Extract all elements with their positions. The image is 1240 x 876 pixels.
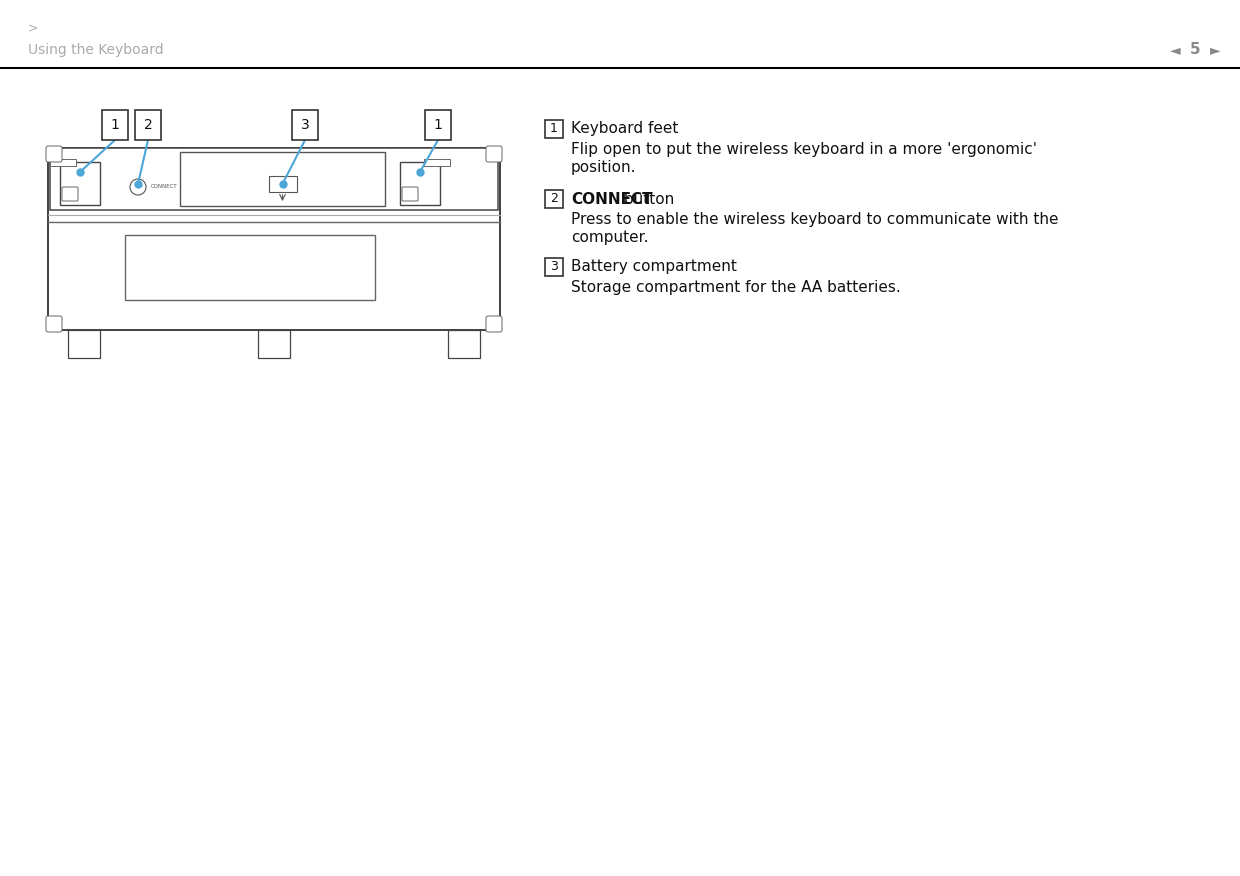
Bar	[401, 162, 440, 205]
Text: position.: position.	[570, 160, 636, 175]
Bar	[180, 152, 384, 206]
Bar	[60, 162, 100, 205]
Text: 3: 3	[551, 260, 558, 273]
Bar	[291, 110, 317, 140]
Text: CONNECT: CONNECT	[570, 192, 652, 207]
Bar	[546, 120, 563, 138]
Bar	[448, 330, 480, 358]
Bar	[425, 110, 451, 140]
Text: Keyboard feet: Keyboard feet	[570, 122, 678, 137]
Text: computer.: computer.	[570, 230, 649, 245]
Bar	[50, 148, 498, 210]
Circle shape	[130, 179, 146, 195]
Text: Flip open to put the wireless keyboard in a more 'ergonomic': Flip open to put the wireless keyboard i…	[570, 142, 1037, 157]
Bar	[125, 235, 374, 300]
Text: ►: ►	[1210, 43, 1220, 57]
Text: CONNECT: CONNECT	[151, 185, 177, 189]
Bar	[546, 190, 563, 208]
Text: Storage compartment for the AA batteries.: Storage compartment for the AA batteries…	[570, 280, 900, 295]
Text: Battery compartment: Battery compartment	[570, 259, 737, 274]
Bar	[258, 330, 290, 358]
Text: button: button	[619, 192, 675, 207]
Text: 1: 1	[434, 118, 443, 132]
FancyBboxPatch shape	[486, 316, 502, 332]
FancyBboxPatch shape	[486, 146, 502, 162]
Text: 2: 2	[144, 118, 153, 132]
Text: ◄: ◄	[1169, 43, 1180, 57]
Bar	[546, 258, 563, 276]
Text: Press to enable the wireless keyboard to communicate with the: Press to enable the wireless keyboard to…	[570, 212, 1059, 227]
Text: Using the Keyboard: Using the Keyboard	[29, 43, 164, 57]
Bar	[50, 159, 76, 166]
FancyBboxPatch shape	[62, 187, 78, 201]
Bar	[135, 110, 161, 140]
Text: 3: 3	[300, 118, 309, 132]
Text: 5: 5	[1189, 43, 1200, 58]
FancyBboxPatch shape	[46, 146, 62, 162]
Bar	[68, 330, 100, 358]
Text: 1: 1	[551, 123, 558, 136]
Bar	[269, 176, 296, 192]
Bar	[102, 110, 128, 140]
FancyBboxPatch shape	[402, 187, 418, 201]
FancyBboxPatch shape	[46, 316, 62, 332]
Text: >: >	[29, 22, 38, 34]
Bar	[48, 148, 500, 330]
Text: 2: 2	[551, 193, 558, 206]
Text: 1: 1	[110, 118, 119, 132]
Bar	[424, 159, 450, 166]
